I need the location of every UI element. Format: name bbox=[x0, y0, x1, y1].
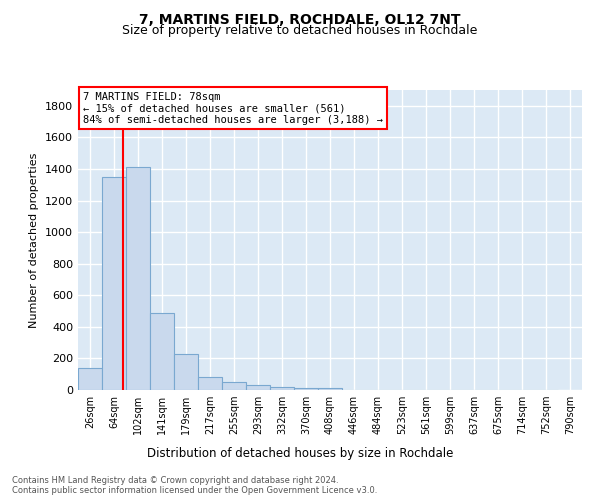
Bar bbox=[198, 376, 222, 390]
Bar bbox=[246, 386, 270, 390]
Text: 7, MARTINS FIELD, ROCHDALE, OL12 7NT: 7, MARTINS FIELD, ROCHDALE, OL12 7NT bbox=[139, 12, 461, 26]
Text: Distribution of detached houses by size in Rochdale: Distribution of detached houses by size … bbox=[147, 448, 453, 460]
Text: Size of property relative to detached houses in Rochdale: Size of property relative to detached ho… bbox=[122, 24, 478, 37]
Y-axis label: Number of detached properties: Number of detached properties bbox=[29, 152, 40, 328]
Text: 7 MARTINS FIELD: 78sqm
← 15% of detached houses are smaller (561)
84% of semi-de: 7 MARTINS FIELD: 78sqm ← 15% of detached… bbox=[83, 92, 383, 124]
Bar bbox=[294, 388, 318, 390]
Bar bbox=[174, 354, 198, 390]
Bar bbox=[126, 168, 150, 390]
Bar bbox=[150, 312, 174, 390]
Bar bbox=[318, 388, 342, 390]
Bar bbox=[102, 177, 126, 390]
Bar bbox=[222, 382, 246, 390]
Text: Contains HM Land Registry data © Crown copyright and database right 2024.
Contai: Contains HM Land Registry data © Crown c… bbox=[12, 476, 377, 496]
Bar bbox=[270, 387, 294, 390]
Bar bbox=[78, 368, 102, 390]
